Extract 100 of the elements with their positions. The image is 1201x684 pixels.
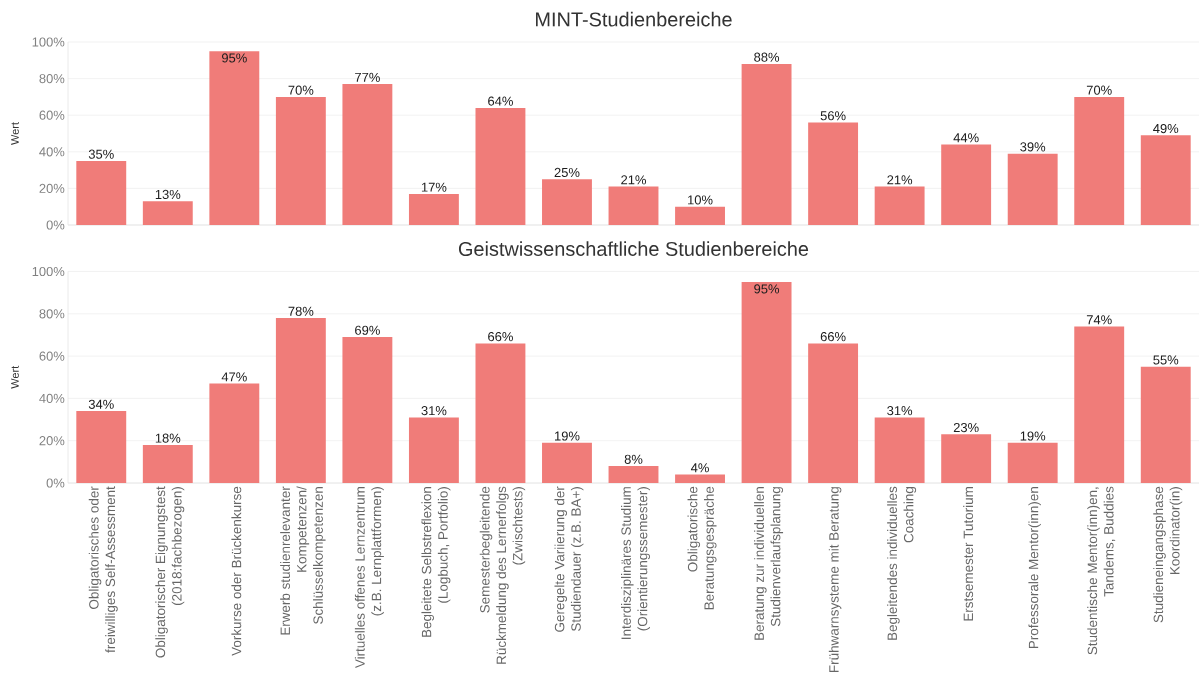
x-tick-label: Obligatorische Beratungsgespräche [687, 486, 717, 610]
y-tick-label: 80% [39, 309, 65, 319]
bar [475, 107, 526, 225]
bar [741, 63, 792, 225]
bar [675, 206, 725, 225]
data-label: 19% [555, 431, 580, 441]
y-tick-label: 40% [39, 393, 65, 403]
data-label: 88% [754, 52, 780, 62]
data-label: 19% [1020, 431, 1046, 441]
x-tick-label: Begleitete Selbstreflexion (Logbuch, Portfolio) [421, 487, 451, 637]
x-tick-label: Vorkurse oder Brückenkurse [231, 486, 242, 656]
bar [675, 474, 725, 483]
data-label: 35% [88, 149, 114, 159]
bar [941, 434, 992, 483]
bar [76, 411, 127, 483]
data-label: 34% [88, 399, 114, 409]
data-label: 8% [624, 454, 643, 464]
data-label: 31% [887, 406, 913, 416]
y-tick-label: 60% [39, 351, 65, 361]
data-label: 17% [421, 182, 447, 192]
bar [275, 96, 326, 225]
data-label: 55% [1153, 355, 1179, 365]
x-tick-label: Erstsemester Tutorium [963, 487, 974, 621]
bar [142, 444, 193, 483]
x-tick-label: Professorale Mentor(inn)en [1028, 487, 1041, 649]
y-axis-title: Wert [11, 122, 19, 145]
data-label: 21% [887, 175, 913, 185]
data-label: 77% [355, 72, 380, 82]
y-tick-label: 100% [32, 37, 65, 47]
y-tick-label: 20% [39, 183, 65, 193]
data-label: 4% [690, 463, 709, 473]
y-tick-label: 40% [39, 147, 65, 157]
y-tick-label: 60% [39, 110, 65, 120]
bar [741, 282, 792, 483]
data-label: 69% [355, 325, 380, 335]
x-tick-label: Virtuelles offenes Lernzentrum (z.B. Lernplattformen) [354, 487, 384, 669]
x-tick-label: Frühwarnsysteme mit Beratung [828, 487, 842, 672]
data-label: 49% [1153, 123, 1179, 134]
data-label: 56% [820, 111, 846, 121]
y-axis-title: Wert [11, 365, 19, 389]
x-tick-label: Studentische Mentor(inn)en, Tandems, Buddies [1087, 486, 1116, 655]
x-tick-label: Studieneingangsphase Koordinator(in) [1153, 486, 1183, 623]
bar [542, 442, 592, 483]
data-label: 70% [1086, 85, 1112, 95]
y-tick-label: 20% [39, 436, 65, 446]
bar [1074, 326, 1125, 483]
bar [142, 201, 193, 225]
x-tick-label: Begleitendes individuelles Coaching [887, 486, 917, 640]
bar [1074, 96, 1125, 225]
bar [475, 343, 526, 483]
bar [542, 179, 592, 225]
data-label: 74% [1086, 315, 1112, 325]
bar [408, 417, 459, 483]
chart-title: MINT-Studienbereiche [536, 11, 732, 27]
data-label: 21% [621, 175, 647, 185]
x-tick-label: Beratung zur individuellen Studienverlaufsplanung [754, 487, 784, 640]
data-label: 70% [288, 85, 314, 95]
data-label: 39% [1020, 142, 1046, 152]
x-tick-label: Obligatorischer Eignungstest (2018:fachbezogen) [155, 486, 185, 658]
bar [209, 383, 260, 483]
y-tick-label: 0% [46, 220, 65, 230]
x-tick-label: Interdisziplinäres Studium (Orientierungssemester) [621, 487, 650, 639]
data-label: 23% [953, 422, 979, 433]
data-label: 78% [288, 306, 314, 316]
bar [1007, 153, 1058, 225]
bar [342, 337, 393, 483]
data-label: 66% [488, 332, 513, 342]
data-label: 31% [421, 406, 447, 416]
data-label: 64% [488, 96, 513, 106]
bar [1140, 135, 1191, 225]
bar [342, 84, 393, 225]
bar [874, 417, 925, 483]
bar [209, 51, 260, 225]
x-tick-label: Obligatorisches oder freiwilliges Self-Assessment [88, 486, 118, 653]
data-label: 13% [155, 189, 181, 200]
data-label: 25% [554, 167, 580, 178]
x-tick-label: Geregelte Variierung der Studiendauer (z.B. BA+) [554, 486, 584, 632]
data-label: 44% [953, 133, 979, 143]
bar [874, 186, 925, 225]
data-label: 95% [221, 53, 247, 63]
bar [808, 122, 859, 225]
x-tick-label: Erwerb studienrelevanter Kompetenzen/ Schlüsselkompetenzen [280, 486, 326, 635]
bar [608, 186, 659, 225]
data-label: 66% [820, 332, 846, 342]
bar [408, 193, 459, 225]
y-tick-label: 0% [46, 478, 65, 488]
y-tick-label: 80% [39, 74, 65, 84]
bar [941, 144, 992, 225]
data-label: 95% [754, 284, 780, 294]
bar [808, 343, 859, 483]
data-label: 18% [155, 433, 181, 443]
y-tick-label: 100% [32, 266, 65, 277]
data-label: 10% [688, 195, 713, 205]
bar [608, 466, 659, 483]
chart-title: Geistwissenschaftliche Studienbereiche [458, 241, 809, 256]
bar [1140, 366, 1191, 483]
x-tick-label: Semesterbegleitende Rückmeldung des Lernerfolgs (Zwischtests) [479, 486, 526, 664]
bar [275, 318, 326, 483]
data-label: 47% [221, 372, 247, 382]
bar [1007, 442, 1058, 483]
